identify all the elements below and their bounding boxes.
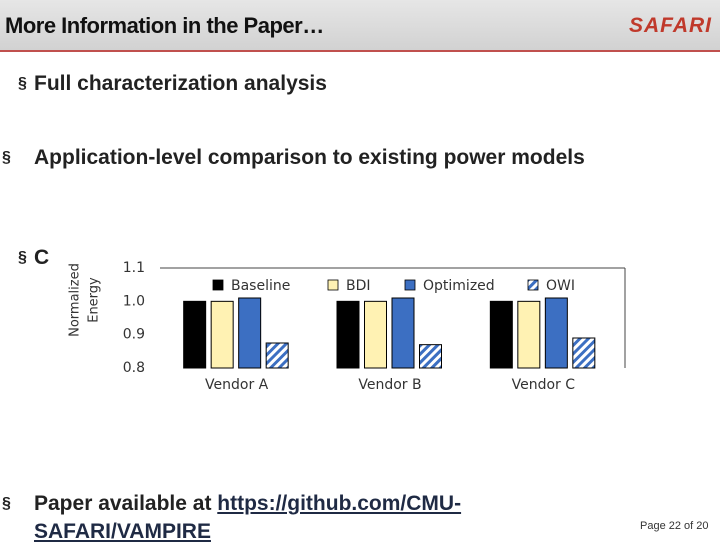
legend-label: OWI — [546, 278, 575, 294]
legend-swatch — [212, 279, 224, 291]
bullet-text: C — [34, 246, 50, 269]
bar — [210, 300, 234, 369]
bar — [489, 300, 513, 369]
page-number: Page 22 of 20 — [640, 520, 709, 532]
bar — [572, 337, 596, 369]
bar — [419, 344, 442, 369]
y-axis-label: Normalized — [68, 263, 83, 337]
paper-link[interactable]: https://github.com/CMU-SAFARI/VAMPIRE — [34, 492, 462, 543]
legend-swatch — [404, 279, 416, 291]
bullet-marker: § — [2, 495, 11, 512]
y-tick-label: 1.1 — [123, 260, 145, 276]
bar — [391, 297, 415, 369]
header-bar: More Information in the Paper… SAFARI — [0, 0, 720, 52]
bar — [364, 300, 387, 369]
legend-label: BDI — [346, 278, 371, 294]
bar — [265, 342, 289, 369]
bullet-marker: § — [18, 75, 27, 92]
bullet-marker: § — [18, 249, 27, 266]
slide-title: More Information in the Paper… — [5, 13, 324, 38]
x-tick-label: Vendor C — [512, 377, 576, 393]
bullet: § Paper available at https://github.com/C… — [2, 490, 614, 546]
bullet-text: Paper available at — [34, 492, 212, 515]
bullet: § C — [18, 244, 49, 272]
legend-swatch — [327, 279, 339, 291]
bar — [517, 300, 541, 369]
y-tick-label: 0.9 — [123, 327, 145, 343]
x-tick-label: Vendor B — [358, 377, 421, 393]
bullet: § Full characterization analysis — [18, 70, 327, 98]
x-tick-label: Vendor A — [205, 377, 269, 393]
legend-label: Baseline — [231, 278, 290, 294]
bullet-marker: § — [2, 149, 11, 166]
y-tick-label: 1.0 — [123, 293, 145, 309]
legend-swatch — [527, 279, 539, 291]
bullet-text: Application-level comparison to existing… — [34, 146, 585, 169]
y-axis-label: Energy — [87, 277, 102, 323]
logo: SAFARI — [628, 14, 712, 37]
bar — [183, 300, 207, 369]
bar — [544, 297, 568, 369]
bar — [238, 297, 262, 369]
legend-label: Optimized — [423, 278, 495, 294]
bar — [336, 300, 360, 369]
bullet: § Application-level comparison to existin… — [2, 144, 654, 172]
y-tick-label: 0.8 — [123, 360, 145, 376]
bullet-text: Full characterization analysis — [34, 72, 327, 95]
